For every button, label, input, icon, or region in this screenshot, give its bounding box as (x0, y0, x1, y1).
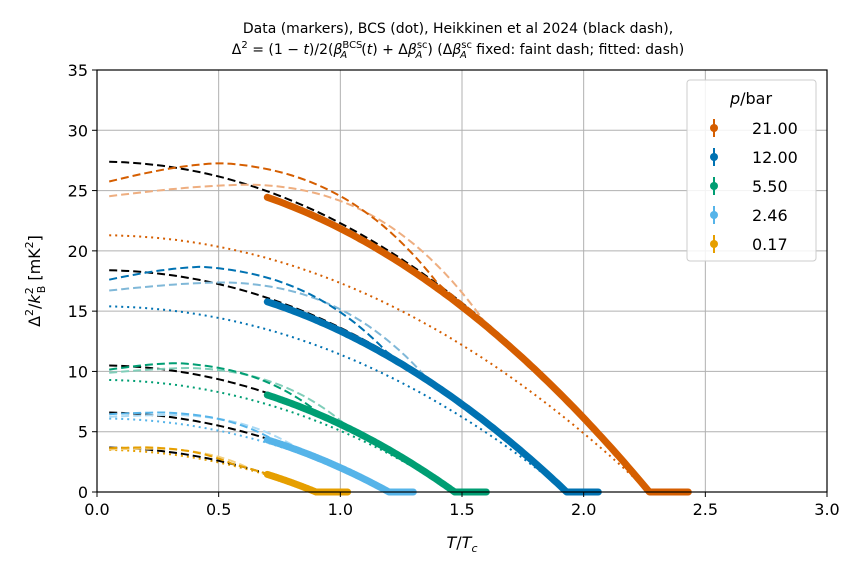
legend-entry: 2.46 (710, 206, 788, 225)
chart-title-line2: Δ2 = (1 − t)/2(βBCS A (t) + Δβsc A) (Δβsc A … (232, 40, 684, 61)
series-5-50 (109, 362, 490, 496)
chart-title-line1: Data (markers), BCS (dot), Heikkinen et … (243, 21, 673, 37)
legend-marker (710, 124, 718, 132)
x-tick-label: 0.5 (206, 500, 231, 519)
fixed-faint-dash-line (109, 183, 568, 400)
x-axis-label: T/Tc (446, 533, 477, 555)
fitted-dash-line (109, 446, 284, 481)
y-tick-label: 20 (68, 242, 88, 261)
x-tick-label: 3.0 (814, 500, 839, 519)
series-21-00 (108, 160, 692, 496)
legend-marker (710, 182, 718, 190)
y-tick-label: 5 (78, 423, 88, 442)
fitted-dash-line (109, 411, 346, 471)
legend-label: 0.17 (752, 235, 788, 254)
x-tick-label: 1.5 (449, 500, 474, 519)
y-tick-label: 0 (78, 483, 88, 502)
y-tick-label: 25 (68, 182, 88, 201)
data-markers (263, 470, 352, 496)
data-markers (263, 391, 490, 496)
legend-label: 5.50 (752, 177, 788, 196)
legend-box (686, 79, 817, 262)
y-tick-label: 15 (68, 302, 88, 321)
x-tick-label: 2.5 (693, 500, 718, 519)
legend-entry: 12.00 (710, 148, 798, 167)
x-tick-label: 2.0 (571, 500, 596, 519)
legend-entries: 21.00 12.00 5.50 2.46 0.17 (710, 119, 798, 254)
series-0-17 (109, 446, 352, 496)
x-tick-label: 0.0 (84, 500, 109, 519)
series-2-46 (109, 411, 417, 496)
x-tick-label: 1.0 (328, 500, 353, 519)
legend-entry: 0.17 (710, 235, 788, 254)
legend-marker (710, 153, 718, 161)
legend-entry: 21.00 (710, 119, 798, 138)
y-tick-label: 35 (68, 61, 88, 80)
y-tick-label: 30 (68, 121, 88, 140)
data-markers (263, 193, 692, 496)
data-markers (263, 436, 417, 496)
bcs-dotted-line (109, 305, 568, 493)
legend-label: 21.00 (752, 119, 798, 138)
legend-marker (710, 211, 718, 219)
data-markers (263, 298, 602, 496)
axis-ticks: 0.0 0.5 1.0 1.5 2.0 2.5 3.0 0 5 10 15 20 25 30 35 (68, 61, 840, 519)
series-12-00 (108, 265, 602, 496)
curves (108, 160, 692, 496)
legend-label: 2.46 (752, 206, 788, 225)
fixed-faint-dash-line (109, 413, 346, 471)
y-axis-label: Δ2/k2B [mK2] (23, 235, 48, 327)
legend-entry: 5.50 (710, 177, 788, 196)
plot-frame (96, 69, 828, 493)
legend-title: p/bar (729, 89, 773, 108)
legend-marker (710, 240, 718, 248)
legend: p/bar 21.00 12.00 5.50 2.46 0.17 (686, 79, 817, 262)
bcs-dotted-line (109, 234, 651, 493)
y-tick-label: 10 (68, 362, 88, 381)
legend-label: 12.00 (752, 148, 798, 167)
